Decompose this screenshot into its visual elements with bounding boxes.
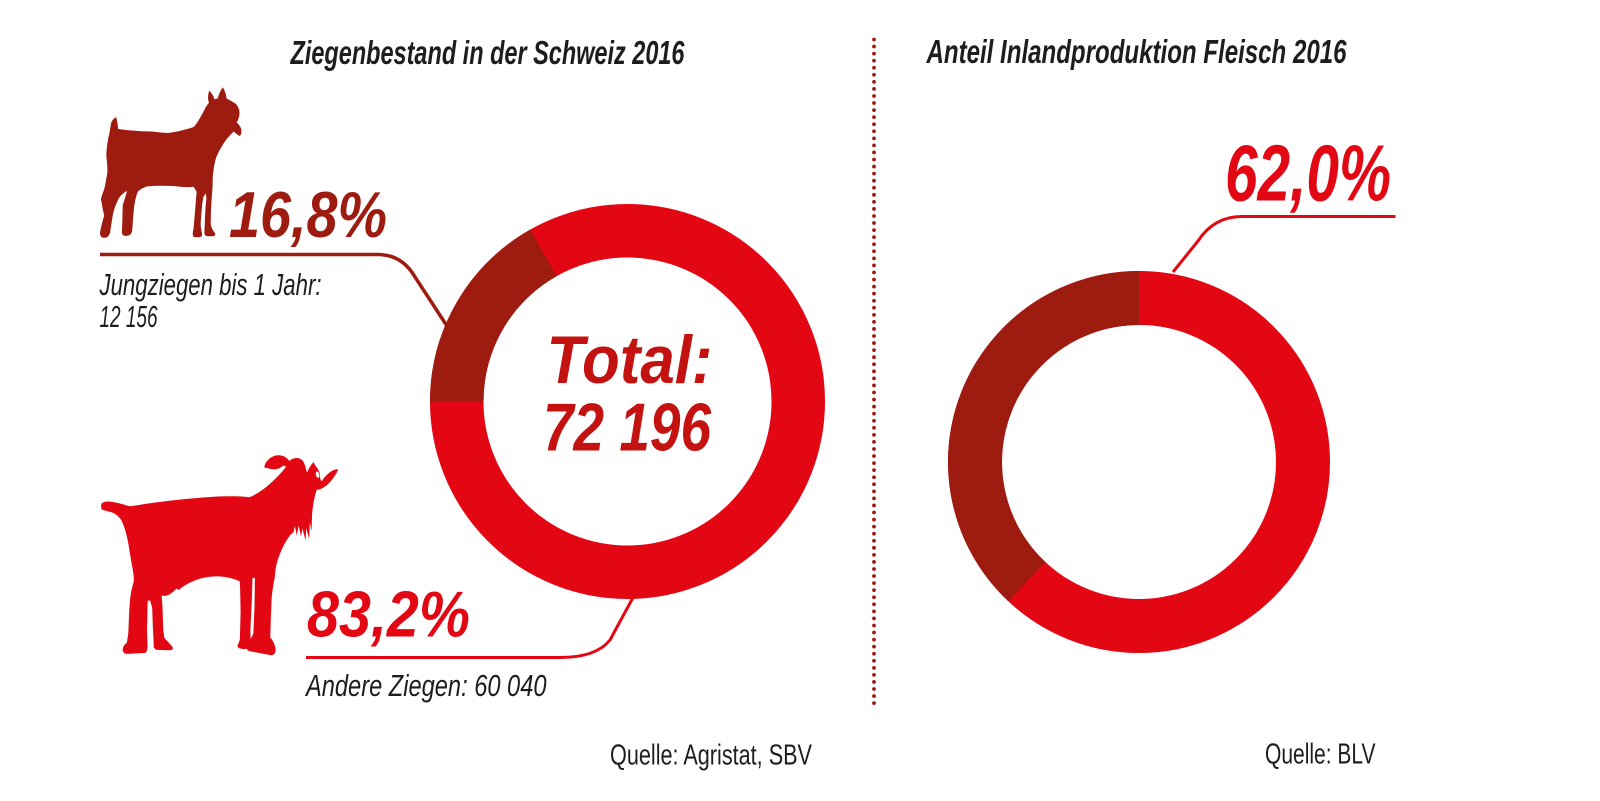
svg-text:Quelle: BLV: Quelle: BLV (1265, 739, 1376, 771)
svg-text:Ziegenbestand in der Schweiz 2: Ziegenbestand in der Schweiz 2016 (290, 34, 685, 71)
svg-text:Total:: Total: (547, 322, 713, 398)
svg-text:Jungziegen bis 1 Jahr:: Jungziegen bis 1 Jahr: (99, 267, 322, 302)
svg-text:Andere Ziegen: 60 040: Andere Ziegen: 60 040 (304, 668, 546, 703)
svg-text:Quelle: Agristat, SBV: Quelle: Agristat, SBV (610, 740, 812, 772)
svg-text:72 196: 72 196 (543, 390, 712, 466)
svg-text:62,0%: 62,0% (1225, 129, 1391, 218)
svg-text:16,8%: 16,8% (229, 178, 387, 251)
svg-text:12 156: 12 156 (100, 299, 158, 334)
svg-text:Anteil Inlandproduktion Fleisc: Anteil Inlandproduktion Fleisch 2016 (926, 33, 1347, 70)
svg-text:83,2%: 83,2% (307, 578, 470, 651)
